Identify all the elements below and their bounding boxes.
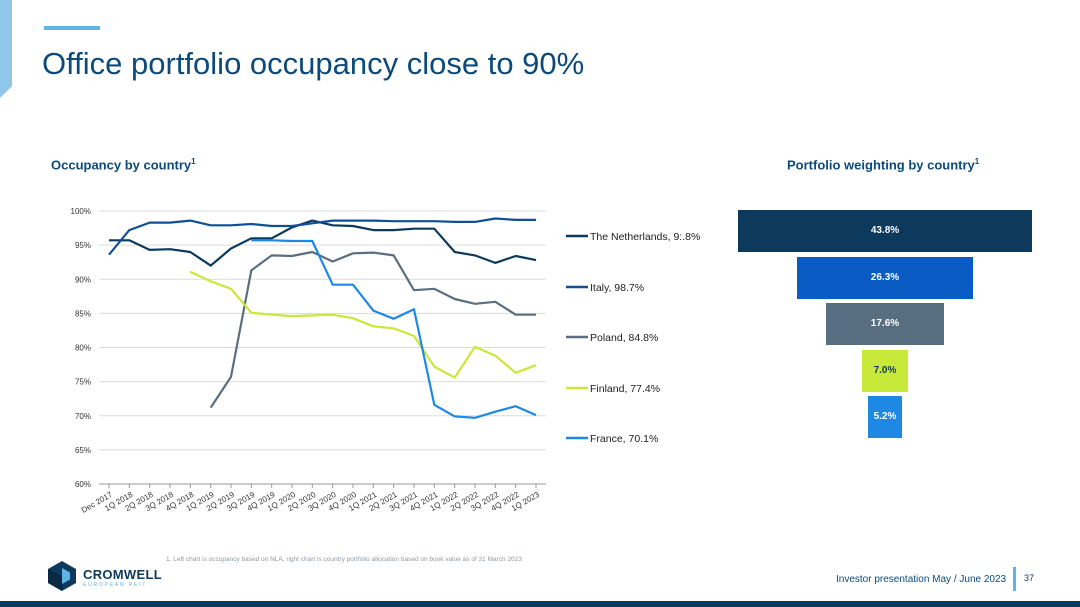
series-line-france [251, 239, 537, 419]
title-accent-rule [44, 26, 100, 30]
funnel-bar-label: 43.8% [870, 225, 900, 236]
weighting-funnel-chart: 43.8% 26.3% 17.6% 7.0% 5.2% [700, 190, 1070, 450]
legend-label: Poland, 84.8% [590, 332, 658, 344]
funnel-bar-italy: 26.3% [796, 256, 974, 299]
y-tick-label: 65% [75, 446, 91, 455]
weighting-chart-subtitle: Portfolio weighting by country1 [787, 157, 979, 172]
funnel-bar-label: 26.3% [870, 271, 900, 283]
funnel-bar-label: 17.6% [870, 318, 900, 329]
series-line-finland [189, 270, 537, 379]
footnote: 1. Left chart is occupancy based on NLA,… [166, 556, 522, 563]
y-tick-label: 60% [75, 480, 91, 489]
legend-label: Finland, 77.4% [590, 383, 660, 395]
weighting-subtitle-text: Portfolio weighting by country [787, 157, 975, 173]
series-line-the-netherlands [109, 219, 537, 267]
left-accent-shape [0, 0, 12, 98]
legend-label: The Netherlands, 9:.8% [590, 231, 700, 243]
logo-tagline: EUROPEAN REIT [83, 582, 148, 588]
cromwell-logo-icon [48, 561, 76, 591]
occupancy-subtitle-text: Occupancy by country [51, 157, 192, 173]
series-line-poland [209, 250, 536, 409]
y-tick-label: 75% [75, 378, 91, 387]
legend-label: France, 70.1% [590, 433, 658, 445]
funnel-bar-poland: 17.6% [825, 303, 945, 345]
legend-label: Italy, 98.7% [590, 282, 644, 294]
y-tick-label: 90% [75, 275, 91, 284]
funnel-bar-france: 5.2% [867, 396, 903, 438]
y-tick-label: 70% [75, 412, 91, 421]
y-tick-label: 85% [75, 309, 91, 318]
presentation-name: Investor presentation May / June 2023 [836, 574, 1007, 585]
funnel-bar-label: 5.2% [873, 411, 897, 422]
y-tick-label: 95% [75, 241, 91, 250]
logo-wordmark: CROMWELL [83, 567, 162, 582]
funnel-bar-finland: 7.0% [861, 349, 909, 392]
series-line-italy [108, 217, 536, 256]
page-title: Office portfolio occupancy close to 90% [42, 46, 585, 81]
footer-divider [1013, 567, 1016, 591]
footnote-marker-right: 1 [974, 157, 980, 166]
y-tick-label: 80% [75, 344, 91, 353]
occupancy-chart-subtitle: Occupancy by country1 [51, 157, 196, 172]
funnel-bar-label: 7.0% [873, 364, 897, 376]
footnote-marker-left: 1 [191, 157, 196, 166]
funnel-bar-the-netherlands: 43.8% [738, 210, 1032, 252]
y-tick-label: 100% [71, 207, 91, 216]
bottom-band [0, 601, 1080, 607]
page-number: 37 [1024, 573, 1035, 583]
